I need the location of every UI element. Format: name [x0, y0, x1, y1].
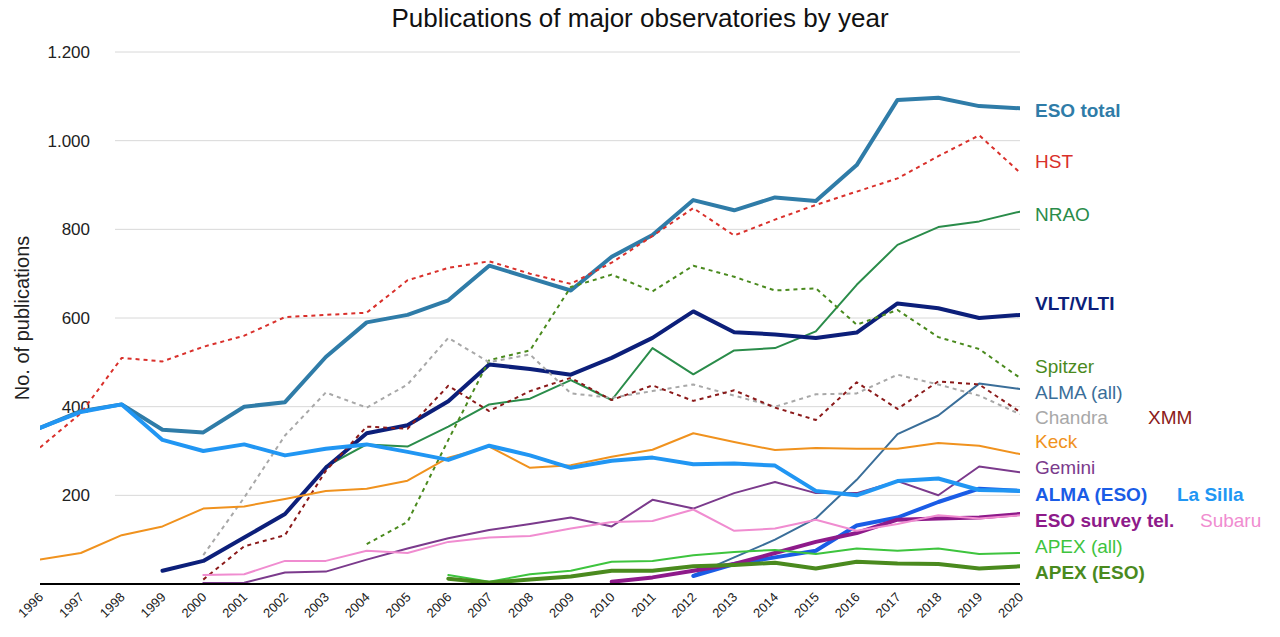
legend-entry: ALMA (ESO): [1035, 484, 1147, 505]
title: Publications of major observatories by y…: [391, 3, 888, 33]
x-tick-label: 2002: [260, 590, 291, 621]
x-tick-label: 2007: [464, 590, 495, 621]
series-line: [367, 266, 1020, 544]
grid-line: [115, 495, 1020, 496]
x-tick-label: 2014: [750, 590, 781, 621]
x-tick-label: 2008: [505, 590, 536, 621]
x-tick-label: 2009: [546, 590, 577, 621]
x-tick-label: 2018: [913, 590, 944, 621]
x-tick-label: 2019: [954, 590, 985, 621]
x-tick-label: 2001: [219, 590, 250, 621]
x-tick-label: 2017: [873, 590, 904, 621]
series-line: [326, 212, 1020, 467]
y-tick-label: 800: [62, 220, 90, 239]
x-tick-label: 1996: [15, 590, 46, 621]
x-tick-label: 2011: [628, 590, 658, 620]
x-tick-label: 2016: [832, 590, 863, 621]
y-tick-label: 1.200: [47, 43, 90, 62]
series-line: [203, 467, 1020, 584]
x-tick-label: 2004: [342, 590, 373, 621]
series-line: [448, 562, 1020, 583]
legend-entry: XMM: [1148, 407, 1192, 428]
grid-line: [115, 52, 1020, 53]
series-line: [40, 98, 1020, 433]
y-tick-label: 200: [62, 486, 90, 505]
x-tick-label: 1997: [56, 590, 87, 621]
series-line: [693, 384, 1020, 575]
x-tick-label: 2012: [668, 590, 699, 621]
grid-line: [115, 318, 1020, 319]
x-tick-label: 2010: [587, 590, 618, 621]
series-line: [448, 549, 1020, 582]
legend-entry: La Silla: [1177, 484, 1244, 505]
legend-entry: ESO survey tel.: [1035, 510, 1174, 531]
y-tick-label: 600: [62, 309, 90, 328]
legend-entry: Subaru: [1200, 510, 1261, 531]
x-tick-label: 1998: [97, 590, 128, 621]
y-tick-label: 1.000: [47, 132, 90, 151]
legend-entry: ESO total: [1035, 100, 1121, 121]
series-line: [612, 514, 1020, 582]
series-line: [163, 303, 1021, 570]
grid-line: [115, 229, 1020, 230]
x-tick-label: 2013: [709, 590, 740, 621]
x-tick-label: 2000: [178, 590, 209, 621]
series-line: [203, 378, 1020, 580]
legend-entry: ALMA (all): [1035, 382, 1123, 403]
x-tick-label: 2020: [995, 590, 1026, 621]
x-tick-label: 2015: [791, 590, 822, 621]
x-axis-line: [40, 583, 1020, 585]
series-line: [40, 404, 1020, 495]
legend-entry: HST: [1035, 151, 1073, 172]
series-line: [40, 135, 1020, 447]
x-tick-label: 2006: [423, 590, 454, 621]
legend-entry: Gemini: [1035, 457, 1095, 478]
series-line: [40, 433, 1020, 559]
legend-entry: Chandra: [1035, 407, 1108, 428]
grid-line: [115, 140, 1020, 141]
legend-entry: Keck: [1035, 431, 1078, 452]
chart: Publications of major observatories by y…: [0, 0, 1280, 637]
y-axis-label: No. of publications: [11, 236, 33, 401]
legend-entry: APEX (ESO): [1035, 562, 1145, 583]
legend-entry: APEX (all): [1035, 536, 1123, 557]
plot-area: [40, 98, 1020, 583]
x-tick-label: 2003: [301, 590, 332, 621]
legend-entry: NRAO: [1035, 204, 1090, 225]
legend-entry: VLT/VLTI: [1035, 293, 1115, 314]
x-tick-label: 2005: [383, 590, 414, 621]
x-tick-label: 1999: [138, 590, 169, 621]
legend-entry: Spitzer: [1035, 356, 1095, 377]
